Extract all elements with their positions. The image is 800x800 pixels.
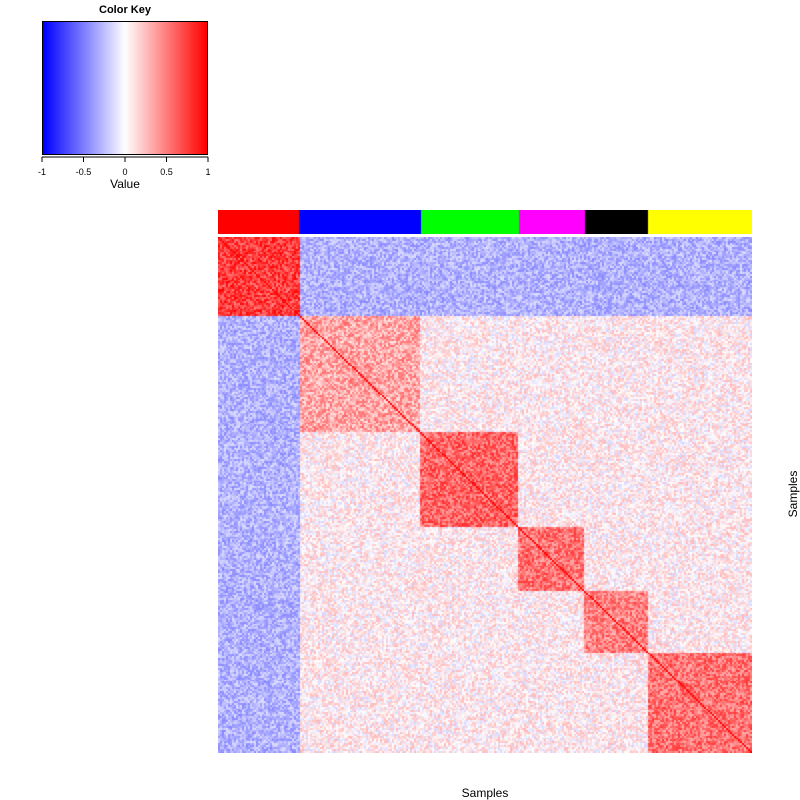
correlation-heatmap	[218, 237, 752, 753]
color-key-tick-label: -0.5	[75, 167, 92, 177]
color-key-tick-label: -1	[37, 167, 47, 177]
color-key-gradient	[42, 21, 208, 155]
color-key-title: Color Key	[99, 4, 151, 16]
group-color-sidebar	[218, 210, 752, 234]
color-key-value-label: Value	[110, 177, 140, 191]
color-key-tick-label: 1	[205, 167, 211, 177]
color-key-axis	[41, 156, 209, 162]
y-axis-label: Samples	[786, 470, 800, 518]
x-axis-label: Samples	[461, 786, 509, 800]
color-key-tick-label: 0.5	[160, 167, 173, 177]
color-key-tick-label: 0	[122, 167, 128, 177]
